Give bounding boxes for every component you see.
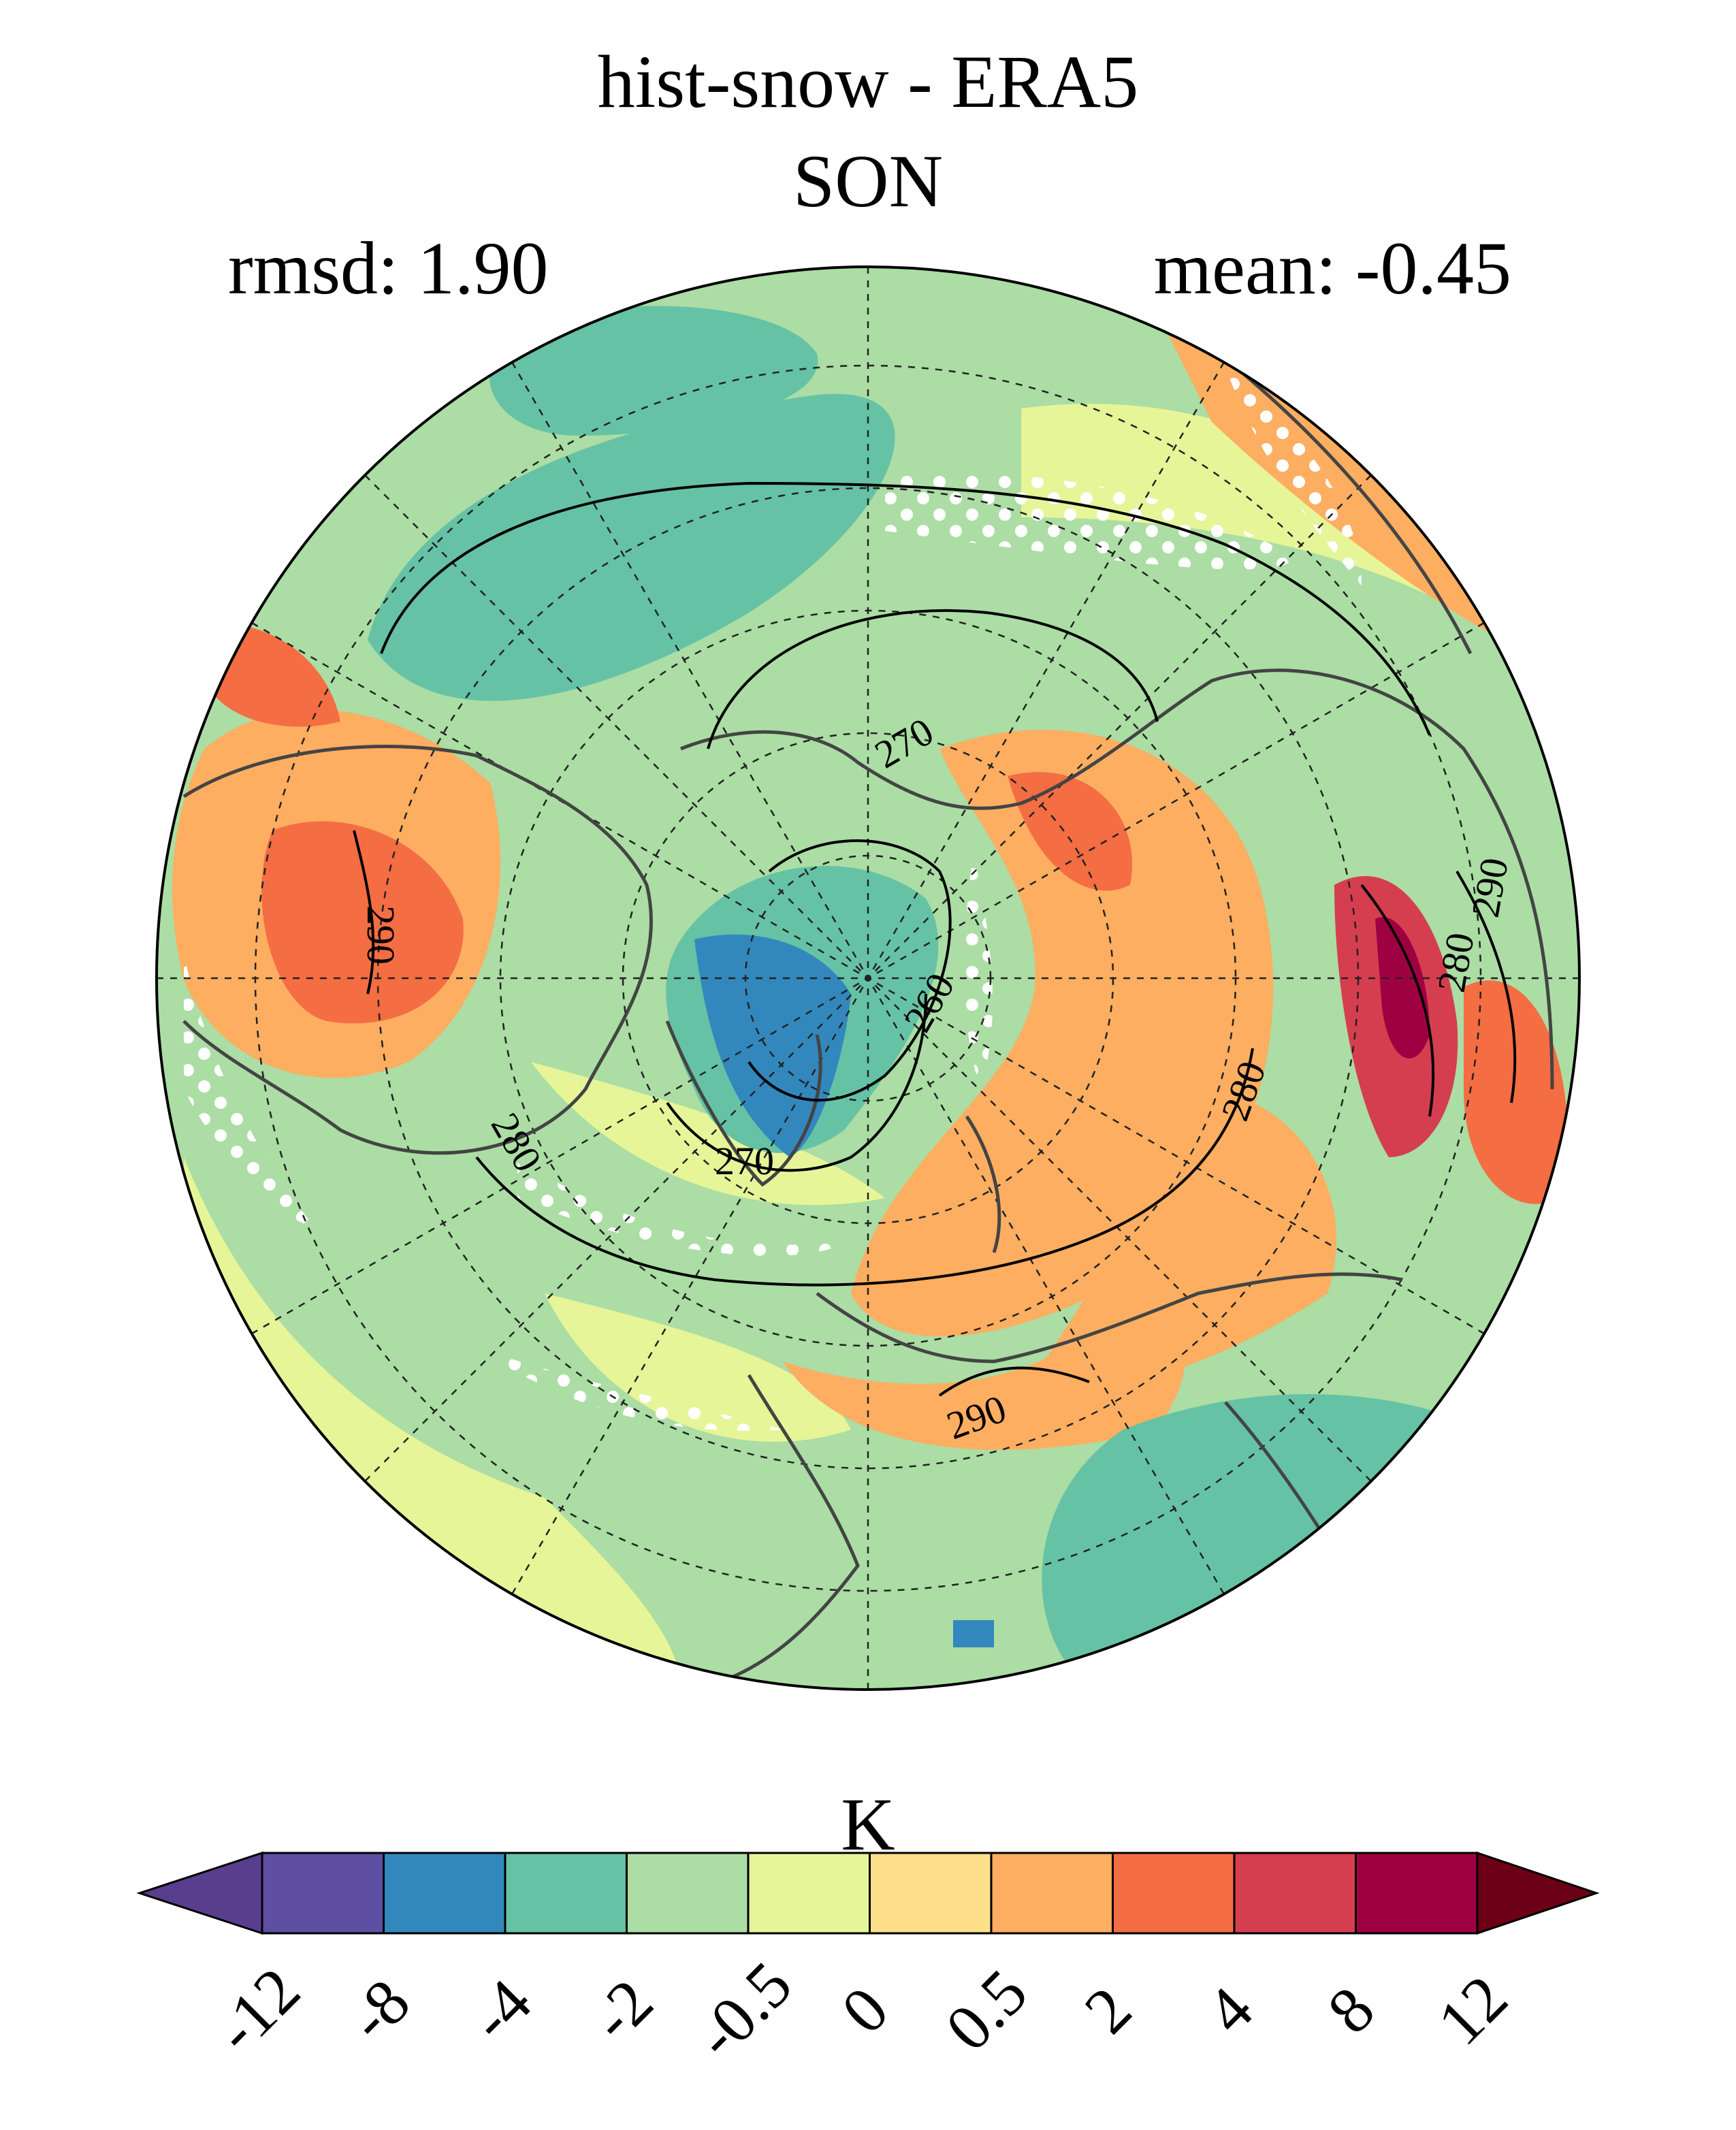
pacific-negative-anomaly	[368, 393, 895, 701]
central-asia-anomaly	[1021, 1089, 1337, 1395]
colorbar-segment	[869, 1852, 993, 1935]
colorbar-tick-label: 8	[1313, 1973, 1388, 2048]
tibet-strong-anomaly	[1375, 917, 1430, 1059]
colorbar-segment	[261, 1852, 385, 1935]
graticule	[157, 267, 1579, 1690]
colorbar-tick-label: 2	[1070, 1973, 1145, 2048]
colorbar-tick-labels: -12 -8 -4 -2 -0.5 0 0.5 2 4 8 12	[201, 1948, 1522, 2072]
colorbar-group	[136, 1851, 1600, 1935]
colorbar-under-arrow	[136, 1851, 263, 1935]
colorbar-tick-label: -0.5	[681, 1948, 805, 2072]
colorbar-segment	[626, 1852, 750, 1935]
colorbar-tick-label: 4	[1192, 1973, 1267, 2048]
north-pacific-anomaly	[489, 306, 818, 436]
map-boundary	[155, 265, 1581, 1691]
stipple-siberia	[964, 851, 993, 1089]
colorbar-segment	[504, 1852, 628, 1935]
colorbar-segment	[990, 1852, 1114, 1935]
contour-label: 290	[1463, 854, 1517, 920]
rmsd-stat: rmsd: 1.90	[228, 227, 549, 310]
climatology-contours	[353, 481, 1517, 1397]
contour-label: 280	[1429, 929, 1483, 995]
colorbar-tick-label: -12	[201, 1954, 314, 2067]
map-title: hist-snow - ERA5	[597, 40, 1139, 123]
colorbar-segment	[383, 1852, 507, 1935]
stipple-west	[184, 953, 313, 1225]
siberia-strong-anomaly	[1008, 772, 1133, 891]
stipple-atlantic	[517, 1157, 851, 1256]
yellow-band-atlantic-2	[545, 1293, 851, 1442]
colorbar-label: K	[841, 1783, 895, 1866]
colorbar-segment	[1112, 1852, 1236, 1935]
colorbar-tick-label: 12	[1424, 1961, 1522, 2059]
europe-warm-anomaly	[783, 1314, 1186, 1450]
contour-label: 290	[359, 905, 403, 965]
season-subtitle: SON	[792, 140, 944, 223]
colorbar-tick-label: -4	[455, 1965, 545, 2054]
contour-label: 270	[715, 1139, 774, 1183]
east-asia-anomaly	[1464, 980, 1569, 1204]
colorbar-tick-label: -2	[577, 1965, 666, 2054]
north-america-strong-anomaly	[261, 821, 464, 1024]
colorbar-over-arrow	[1476, 1851, 1600, 1935]
stipple-northeast	[1225, 368, 1362, 585]
map-fill-layer: 270 290 260 270 280 280 290 280 290	[157, 267, 1579, 1690]
colorbar-segment	[1355, 1852, 1479, 1935]
stipple-south	[477, 1348, 783, 1431]
small-negative-patch	[953, 1620, 994, 1647]
arctic-strong-negative-anomaly	[694, 934, 851, 1157]
mean-stat: mean: -0.45	[1153, 227, 1511, 310]
colorbar-tick-label: -8	[334, 1965, 423, 2054]
colorbar-segment	[747, 1852, 871, 1935]
colorbar-segment	[1233, 1852, 1357, 1935]
colorbar-tick-label: 0.5	[931, 1955, 1041, 2065]
colorbar-tick-label: 0	[827, 1973, 902, 2048]
stipple-north	[885, 473, 1293, 570]
